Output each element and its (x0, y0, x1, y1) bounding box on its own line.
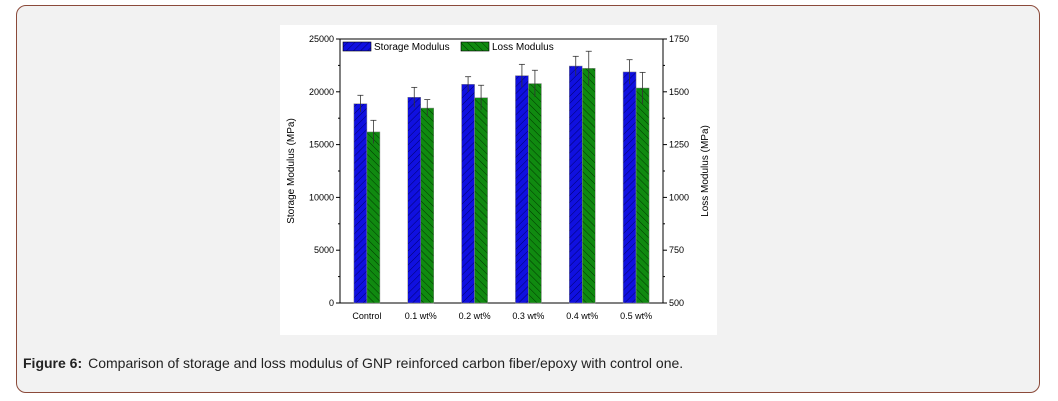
legend-swatch (342, 41, 372, 52)
bar-loss-modulus (635, 87, 650, 304)
bar-loss-modulus (474, 97, 488, 304)
x-tick-label: 0.1 wt% (405, 311, 437, 321)
bar-chart: 0 5000 10000 15000 20000 25000 500 750 1000 1250 1… (286, 34, 711, 321)
y2-axis-label: Loss Modulus (MPa) (700, 125, 711, 217)
x-tick-label: 0.3 wt% (512, 311, 544, 321)
chart-figure: 0 5000 10000 15000 20000 25000 500 750 1000 1250 1… (280, 25, 717, 335)
x-tick-label: 0.2 wt% (459, 311, 491, 321)
y-tick-label: 5000 (314, 245, 334, 255)
figure-caption: Figure 6: Comparison of storage and loss … (23, 355, 683, 371)
bar-storage-modulus (622, 71, 637, 304)
bar-loss-modulus (528, 83, 542, 304)
x-tick-label: 0.5 wt% (620, 311, 652, 321)
y-tick-label: 20000 (309, 87, 334, 97)
y-tick-label: 0 (329, 298, 334, 308)
y-axis-label: Storage Modulus (MPa) (286, 118, 297, 224)
y2-tick-label: 1000 (669, 192, 689, 202)
y2-tick-label: 1500 (669, 87, 689, 97)
bar-storage-modulus (515, 75, 529, 304)
legend-swatch (460, 41, 490, 52)
y2-tick-label: 1750 (669, 34, 689, 44)
plot-frame (339, 38, 664, 304)
y-tick-label: 10000 (309, 192, 334, 202)
x-tick-label: 0.4 wt% (566, 311, 598, 321)
legend-label: Loss Modulus (492, 42, 554, 53)
x-tick-label: Control (352, 311, 381, 321)
y2-tick-label: 500 (669, 298, 684, 308)
bar-storage-modulus (461, 84, 475, 304)
caption-label: Figure 6: (23, 355, 83, 371)
y2-tick-label: 750 (669, 245, 684, 255)
y-tick-label: 25000 (309, 34, 334, 44)
caption-text: Comparison of storage and loss modulus o… (88, 355, 684, 371)
bar-loss-modulus (420, 107, 434, 304)
bar-storage-modulus (407, 97, 421, 304)
bar-storage-modulus (569, 65, 583, 304)
y2-tick-label: 1250 (669, 140, 689, 150)
legend-label: Storage Modulus (374, 42, 450, 53)
bar-loss-modulus (366, 131, 381, 304)
bar-storage-modulus (353, 103, 368, 304)
y-tick-label: 15000 (309, 140, 334, 150)
bar-loss-modulus (582, 68, 596, 304)
